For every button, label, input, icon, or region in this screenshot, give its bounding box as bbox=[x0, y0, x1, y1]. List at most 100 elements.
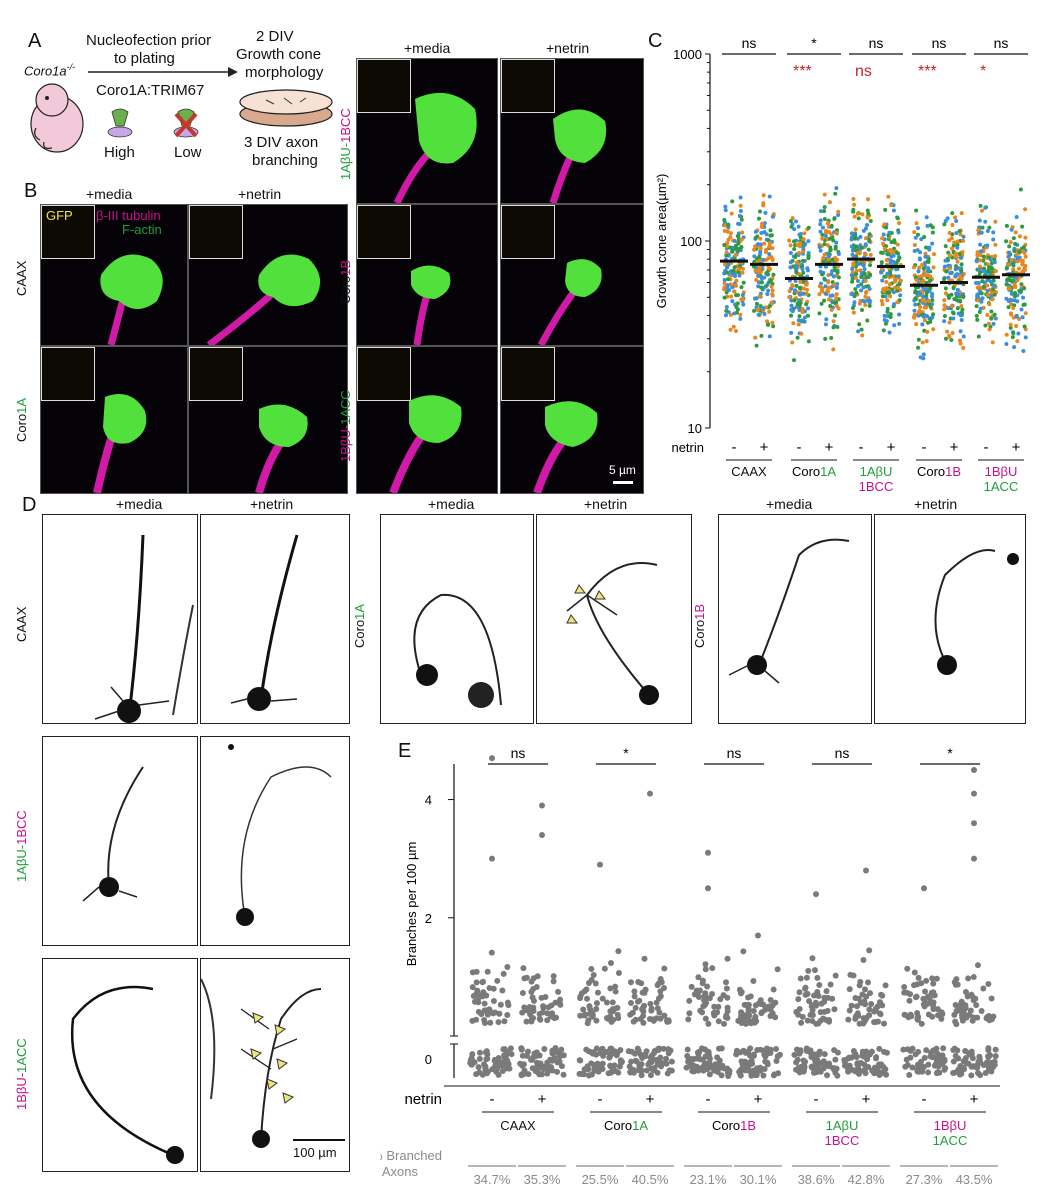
data-point bbox=[836, 209, 841, 214]
zero-point bbox=[909, 1064, 916, 1071]
data-point bbox=[550, 978, 557, 985]
panel-d-letter: D bbox=[22, 494, 37, 516]
data-point bbox=[1017, 249, 1022, 254]
data-point bbox=[881, 232, 886, 237]
outlier-point bbox=[921, 885, 927, 892]
data-point bbox=[863, 302, 868, 307]
data-point bbox=[975, 285, 980, 290]
data-point bbox=[770, 986, 777, 993]
outlier-point bbox=[647, 790, 653, 797]
data-point bbox=[963, 1014, 970, 1021]
zero-point bbox=[739, 1061, 746, 1068]
data-point bbox=[928, 285, 933, 290]
data-point bbox=[992, 257, 997, 262]
data-point bbox=[974, 280, 979, 285]
netrin-mark: - bbox=[598, 1091, 603, 1108]
data-point bbox=[1017, 266, 1022, 271]
data-point bbox=[955, 306, 960, 311]
data-point bbox=[805, 287, 810, 292]
zero-point bbox=[876, 1061, 883, 1068]
data-point bbox=[887, 282, 892, 287]
data-point bbox=[954, 981, 961, 988]
data-point bbox=[530, 986, 537, 993]
data-point bbox=[911, 969, 918, 976]
data-point bbox=[603, 999, 610, 1006]
data-point bbox=[653, 1015, 660, 1022]
data-point bbox=[990, 290, 995, 295]
branches-chart: 0 2 4 Branches per 100 µm - 34.7% +35.3% - 25.5%… bbox=[380, 745, 1000, 1187]
data-point bbox=[861, 298, 866, 303]
zero-point bbox=[965, 1060, 972, 1067]
data-point bbox=[796, 224, 801, 229]
branch-arrowhead bbox=[274, 1024, 287, 1036]
group-label: CAAX bbox=[731, 464, 767, 479]
data-point bbox=[862, 1017, 869, 1024]
data-point bbox=[761, 201, 766, 206]
zero-point bbox=[968, 1072, 975, 1079]
data-point bbox=[942, 264, 947, 269]
data-point bbox=[921, 996, 928, 1003]
zero-point bbox=[667, 1047, 674, 1054]
zero-point bbox=[558, 1063, 565, 1070]
zero-point bbox=[900, 1046, 907, 1053]
data-point bbox=[803, 974, 810, 981]
data-point bbox=[762, 230, 767, 235]
d-col-media-3: +media bbox=[766, 496, 813, 512]
data-point bbox=[818, 222, 823, 227]
group-label-2: 1ACC bbox=[984, 479, 1019, 494]
zero-point bbox=[962, 1055, 969, 1062]
data-point bbox=[735, 234, 740, 239]
data-point bbox=[704, 983, 711, 990]
zero-point bbox=[530, 1054, 537, 1061]
data-point bbox=[1016, 331, 1021, 336]
data-point bbox=[929, 302, 934, 307]
data-point bbox=[826, 230, 831, 235]
zero-point bbox=[635, 1067, 642, 1074]
data-point bbox=[725, 270, 730, 275]
zero-point bbox=[950, 1058, 957, 1065]
data-point bbox=[852, 202, 857, 207]
data-point bbox=[955, 287, 960, 292]
data-point bbox=[831, 347, 836, 352]
data-point bbox=[484, 968, 491, 975]
zero-point bbox=[940, 1058, 947, 1065]
zero-point bbox=[824, 1072, 831, 1079]
data-point bbox=[590, 972, 597, 979]
b-scale-bar bbox=[613, 481, 633, 484]
data-point bbox=[954, 230, 959, 235]
data-point bbox=[823, 233, 828, 238]
zero-point bbox=[876, 1045, 883, 1052]
data-point bbox=[880, 278, 885, 283]
data-point bbox=[737, 267, 742, 272]
data-point bbox=[738, 1009, 745, 1016]
data-point bbox=[733, 252, 738, 257]
data-point bbox=[993, 316, 998, 321]
sig-label: ns bbox=[511, 745, 526, 761]
d-row-1bBU-1acc: 1BβU-1ACC bbox=[14, 1038, 29, 1110]
data-point bbox=[806, 253, 811, 258]
data-point bbox=[922, 235, 927, 240]
data-point bbox=[722, 217, 727, 222]
data-point bbox=[818, 248, 823, 253]
data-point bbox=[851, 207, 856, 212]
data-point bbox=[1017, 234, 1022, 239]
branch-arrowhead bbox=[276, 1058, 289, 1070]
data-point bbox=[806, 998, 813, 1005]
data-point bbox=[544, 1017, 551, 1024]
data-point bbox=[970, 974, 977, 981]
data-point bbox=[856, 284, 861, 289]
data-point bbox=[553, 1014, 560, 1021]
data-point bbox=[765, 272, 770, 277]
zero-point bbox=[861, 1067, 868, 1074]
data-point bbox=[657, 993, 664, 1000]
data-point bbox=[755, 301, 760, 306]
data-point bbox=[952, 240, 957, 245]
data-point bbox=[953, 267, 958, 272]
data-point bbox=[886, 194, 891, 199]
data-point bbox=[950, 330, 955, 335]
data-point bbox=[612, 988, 619, 995]
data-point bbox=[754, 343, 759, 348]
zero-point bbox=[611, 1062, 618, 1069]
data-point bbox=[885, 290, 890, 295]
data-point bbox=[850, 292, 855, 297]
